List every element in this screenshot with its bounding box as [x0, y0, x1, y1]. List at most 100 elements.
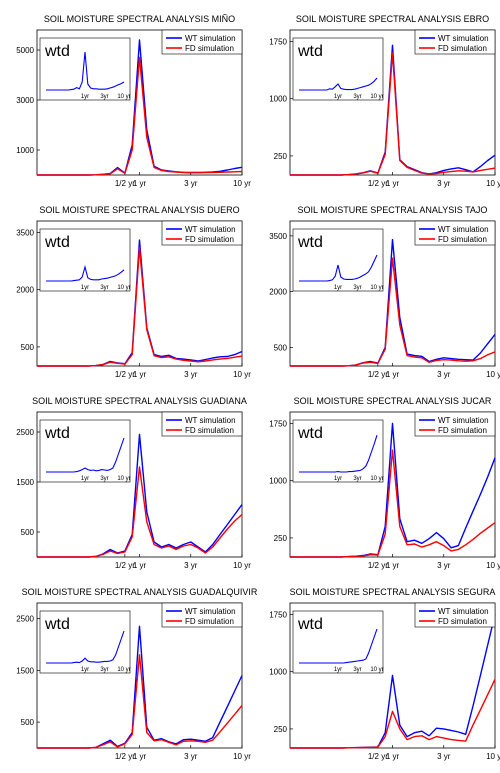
y-tick-label: 1500: [16, 666, 34, 675]
x-tick-label: 1/2 yr: [368, 179, 388, 188]
inset-series-line: [299, 628, 378, 664]
series-line-fd: [290, 52, 496, 176]
y-tick-label: 1750: [269, 419, 287, 428]
y-tick-label: 250: [274, 534, 288, 543]
inset-x-tick-label: 3yr: [100, 476, 108, 482]
inset-series-line: [299, 435, 378, 473]
chart-title: SOIL MOISTURE SPECTRAL ANALYSIS GUADALQU…: [22, 587, 258, 597]
inset-x-tick-label: 3yr: [100, 94, 108, 100]
x-tick-label: 1/2 yr: [115, 752, 135, 761]
x-tick-label: 1/2 yr: [115, 561, 135, 570]
inset-x-tick-label: 1yr: [334, 285, 342, 291]
chart-panel-2: SOIL MOISTURE SPECTRAL ANALYSIS DUERO 500…: [16, 205, 251, 379]
inset-x-tick-label: 1yr: [334, 94, 342, 100]
legend-box: [161, 29, 243, 55]
series-line-fd: [37, 654, 243, 749]
legend-entry: FD simulation: [185, 617, 234, 626]
y-tick-label: 3500: [16, 228, 34, 237]
x-tick-label: 10 yr: [233, 179, 251, 188]
inset-x-tick-label: 3yr: [100, 667, 108, 673]
inset-x-tick-label: 3yr: [353, 94, 361, 100]
legend-box: [414, 220, 496, 246]
x-tick-label: 10 yr: [233, 752, 251, 761]
legend-entry: FD simulation: [185, 44, 234, 53]
legend-box: [161, 411, 243, 437]
legend-box: [414, 602, 496, 628]
inset-x-tick-label: 1yr: [81, 667, 89, 673]
y-tick-label: 500: [274, 343, 288, 352]
inset-x-tick-label: 10 yr: [370, 285, 383, 291]
legend-entry: FD simulation: [438, 44, 487, 53]
y-tick-label: 1500: [16, 478, 34, 487]
y-tick-label: 1000: [269, 668, 287, 677]
chart-panel-6: SOIL MOISTURE SPECTRAL ANALYSIS GUADALQU…: [16, 587, 258, 761]
y-tick-label: 2500: [16, 615, 34, 624]
x-tick-label: 1 yr: [386, 752, 400, 761]
inset-label: wtd: [297, 43, 323, 60]
inset-x-tick-label: 3yr: [100, 285, 108, 291]
x-tick-label: 1/2 yr: [115, 179, 135, 188]
inset-x-tick-label: 3yr: [353, 476, 361, 482]
x-tick-label: 3 yr: [437, 179, 451, 188]
x-tick-label: 3 yr: [184, 179, 198, 188]
inset-chart: wtd 1yr 3yr 10 yr: [39, 37, 131, 101]
x-tick-label: 3 yr: [437, 561, 451, 570]
series-line-fd: [290, 678, 496, 749]
legend-box: [414, 29, 496, 55]
inset-x-tick-label: 10 yr: [370, 476, 383, 482]
inset-chart: wtd 1yr 3yr 10 yr: [39, 610, 131, 674]
series-line-fd: [290, 257, 496, 367]
inset-x-tick-label: 1yr: [81, 94, 89, 100]
inset-chart: wtd 1yr 3yr 10 yr: [39, 419, 131, 483]
chart-title: SOIL MOISTURE SPECTRAL ANALYSIS MIÑO: [44, 14, 235, 24]
chart-panel-0: SOIL MOISTURE SPECTRAL ANALYSIS MIÑO 1000…: [16, 14, 251, 188]
x-tick-label: 1/2 yr: [368, 561, 388, 570]
inset-chart: wtd 1yr 3yr 10 yr: [39, 228, 131, 292]
legend-entry: FD simulation: [438, 617, 487, 626]
inset-chart: wtd 1yr 3yr 10 yr: [292, 419, 384, 483]
chart-panel-1: SOIL MOISTURE SPECTRAL ANALYSIS EBRO 250 1…: [269, 14, 500, 188]
inset-x-tick-label: 3yr: [353, 285, 361, 291]
x-tick-label: 1 yr: [386, 179, 400, 188]
y-tick-label: 3000: [16, 96, 34, 105]
series-line-fd: [37, 466, 243, 558]
inset-x-tick-label: 1yr: [81, 476, 89, 482]
inset-series-line: [46, 437, 125, 473]
y-tick-label: 1000: [16, 146, 34, 155]
inset-x-tick-label: 10 yr: [117, 285, 130, 291]
x-tick-label: 1 yr: [133, 370, 147, 379]
legend-entry: WT simulation: [438, 34, 489, 43]
inset-label: wtd: [297, 616, 323, 633]
y-tick-label: 2500: [16, 428, 34, 437]
x-tick-label: 10 yr: [233, 561, 251, 570]
x-tick-label: 10 yr: [486, 179, 500, 188]
inset-x-tick-label: 1yr: [81, 285, 89, 291]
inset-label: wtd: [44, 43, 70, 60]
inset-series-line: [46, 630, 125, 664]
chart-title: SOIL MOISTURE SPECTRAL ANALYSIS GUADIANA: [32, 396, 247, 406]
inset-chart: wtd 1yr 3yr 10 yr: [292, 228, 384, 292]
legend-entry: FD simulation: [438, 235, 487, 244]
legend-entry: FD simulation: [438, 426, 487, 435]
legend-box: [414, 411, 496, 437]
y-tick-label: 500: [21, 718, 35, 727]
legend-entry: WT simulation: [438, 225, 489, 234]
x-tick-label: 3 yr: [184, 370, 198, 379]
inset-x-tick-label: 3yr: [353, 667, 361, 673]
chart-title: SOIL MOISTURE SPECTRAL ANALYSIS DUERO: [39, 205, 239, 215]
y-tick-label: 250: [274, 152, 288, 161]
series-line-fd: [37, 246, 243, 367]
x-tick-label: 3 yr: [184, 561, 198, 570]
inset-x-tick-label: 10 yr: [117, 94, 130, 100]
x-tick-label: 3 yr: [437, 370, 451, 379]
x-tick-label: 1 yr: [133, 179, 147, 188]
legend-box: [161, 602, 243, 628]
inset-label: wtd: [297, 234, 323, 251]
legend-box: [161, 220, 243, 246]
y-tick-label: 1000: [269, 477, 287, 486]
